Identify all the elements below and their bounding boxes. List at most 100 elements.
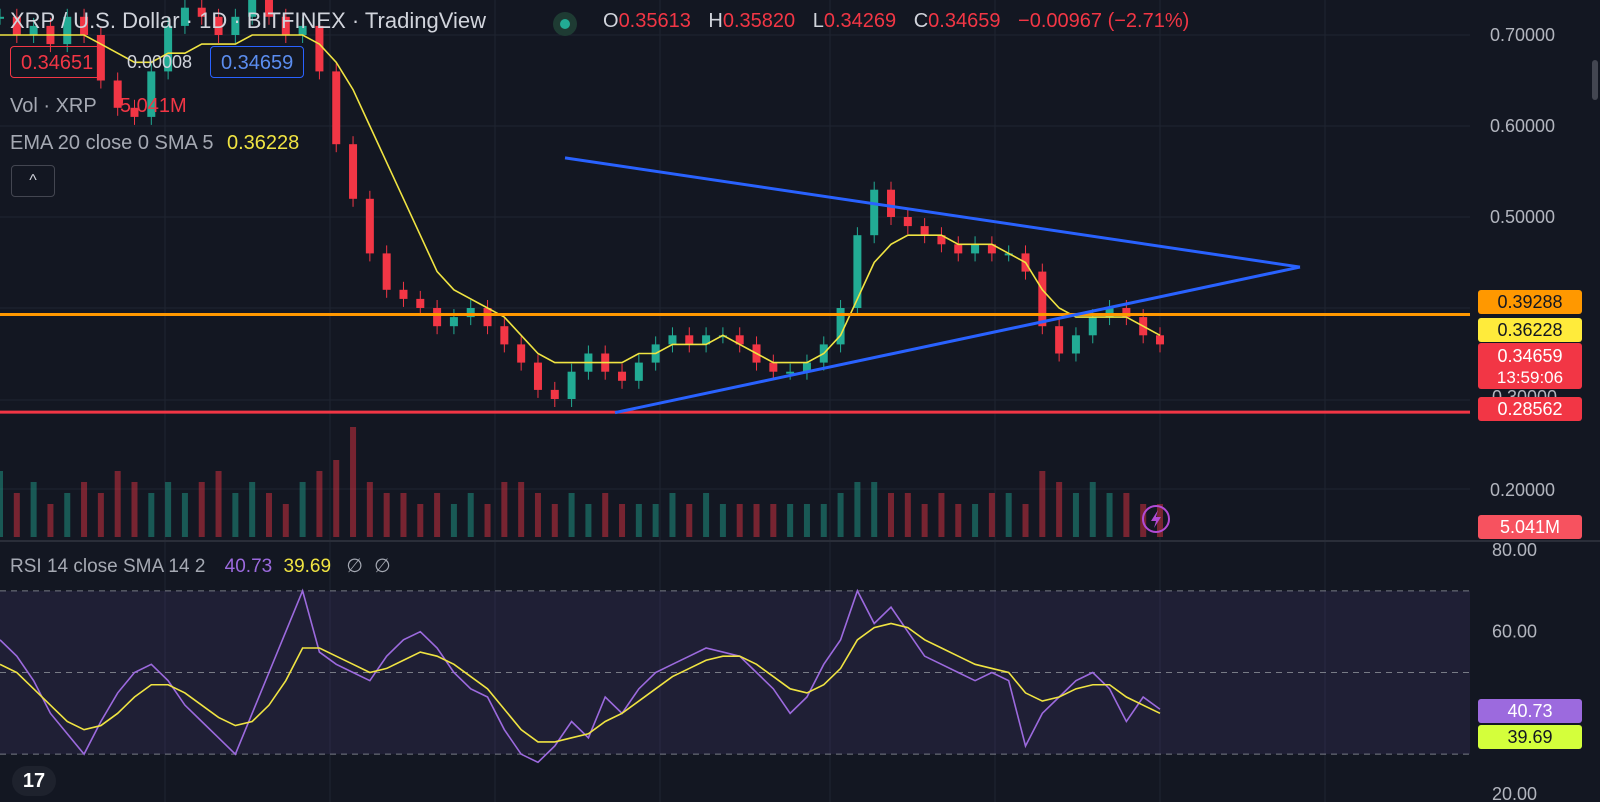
rsi-sma-tag-bg	[1478, 725, 1582, 749]
candle-body	[500, 326, 509, 345]
volume-bar	[1039, 471, 1046, 537]
volume-bar	[232, 493, 239, 537]
tradingview-logo[interactable]: 17	[12, 766, 56, 796]
volume-bar	[803, 504, 810, 537]
volume-bar	[1157, 504, 1163, 537]
volume-bar	[1056, 482, 1063, 537]
volume-bar	[770, 504, 777, 537]
candle-body	[1071, 335, 1080, 354]
candle-body	[718, 335, 727, 338]
candle-body	[668, 335, 677, 345]
volume-bar	[1072, 493, 1079, 537]
volume-bar	[1005, 493, 1012, 537]
volume-bar	[265, 493, 272, 537]
candle-body	[1004, 253, 1013, 256]
volume-bar	[30, 482, 37, 537]
volume-bar	[955, 504, 962, 537]
change-value: −0.00967 (−2.71%)	[1018, 10, 1190, 32]
volume-bar	[703, 493, 710, 537]
volume-tag-bg	[1478, 515, 1582, 539]
candle-body	[702, 335, 711, 345]
candle-body	[399, 289, 408, 299]
scrollbar[interactable]	[1592, 60, 1598, 100]
volume-bar	[1022, 504, 1029, 537]
volume-bar	[669, 493, 676, 537]
candle-body	[483, 308, 492, 327]
candle-body	[130, 107, 139, 117]
volume-bar	[333, 460, 340, 537]
volume-bar	[988, 493, 995, 537]
volume-bar	[551, 504, 558, 537]
candle-body	[517, 344, 526, 363]
collapse-legend-button[interactable]: ^	[11, 165, 55, 197]
price-axis-label: 0.60000	[1490, 116, 1555, 136]
volume-bar	[1106, 493, 1113, 537]
candle-body	[113, 80, 122, 108]
candle-body	[735, 335, 744, 345]
candle-body	[1156, 335, 1164, 345]
volume-bar	[114, 471, 121, 537]
volume-bar	[652, 504, 659, 537]
candle-body	[80, 16, 89, 35]
rsi-value-tag-bg	[1478, 699, 1582, 723]
last-price-tag: 0.34659	[1497, 346, 1562, 366]
candle-body	[349, 144, 358, 199]
red-level-tag: 0.28562	[1497, 399, 1562, 419]
volume-bar	[1123, 493, 1130, 537]
price-axis-label: 0.20000	[1490, 480, 1555, 500]
candle-body	[853, 235, 862, 308]
candle-body	[298, 25, 307, 35]
volume-value: 5.041M	[119, 95, 187, 117]
volume-bar	[484, 504, 491, 537]
ohlc-readout: O0.35613 H0.35820 L0.34269 C0.34659 −0.0…	[603, 10, 1201, 33]
hide-sma-icon[interactable]: ∅	[374, 556, 391, 577]
volume-bar	[282, 504, 289, 537]
candle-body	[1038, 271, 1047, 327]
volume-label: Vol · XRP	[10, 95, 97, 117]
volume-bar	[97, 493, 104, 537]
hide-icon[interactable]: ∅	[346, 556, 363, 577]
volume-bar	[215, 471, 222, 537]
rsi-sma-line	[0, 622, 1161, 743]
price-axis-label: 0.50000	[1490, 207, 1555, 227]
candle-body	[264, 0, 273, 17]
candle-body	[315, 25, 324, 72]
ema-legend[interactable]: EMA 20 close 0 SMA 5 0.36228	[10, 132, 299, 155]
volume-bar	[888, 493, 895, 537]
rsi-axis-label: 80.00	[1492, 540, 1537, 560]
volume-bar	[837, 493, 844, 537]
volume-bar	[383, 493, 390, 537]
volume-bar	[366, 482, 373, 537]
lightning-icon[interactable]	[1141, 504, 1171, 534]
symbol-title[interactable]: XRP / U.S. Dollar · 1D · BITFINEX · Trad…	[10, 8, 486, 33]
candle-body	[164, 25, 173, 72]
sell-price-button[interactable]: 0.34651	[10, 46, 105, 78]
buy-price-button[interactable]: 0.34659	[210, 46, 305, 78]
volume-bar	[938, 493, 945, 537]
orange-level-tag-bg	[1478, 290, 1582, 314]
volume-bar	[64, 493, 71, 537]
candle-body	[618, 371, 627, 381]
volume-bar	[434, 493, 441, 537]
volume-bar	[148, 493, 155, 537]
high-label: H	[708, 10, 723, 32]
candle-body	[567, 371, 576, 399]
volume-bar	[249, 482, 256, 537]
candle-body	[887, 189, 896, 217]
volume-legend[interactable]: Vol · XRP 5.041M	[10, 95, 187, 118]
volume-bar	[753, 504, 760, 537]
candle-body	[466, 308, 475, 318]
triangle-lower-line	[614, 265, 1301, 415]
bar-countdown: 13:59:06	[1497, 368, 1563, 387]
candle-body	[214, 16, 223, 35]
volume-bar	[47, 504, 54, 537]
candle-body	[685, 335, 694, 345]
volume-bar	[165, 482, 172, 537]
rsi-legend[interactable]: RSI 14 close SMA 14 2 40.73 39.69 ∅ ∅	[10, 555, 391, 578]
candle-body	[550, 389, 559, 399]
candle-body	[63, 16, 72, 45]
candle-body	[0, 16, 4, 19]
low-value: 0.34269	[823, 10, 897, 32]
